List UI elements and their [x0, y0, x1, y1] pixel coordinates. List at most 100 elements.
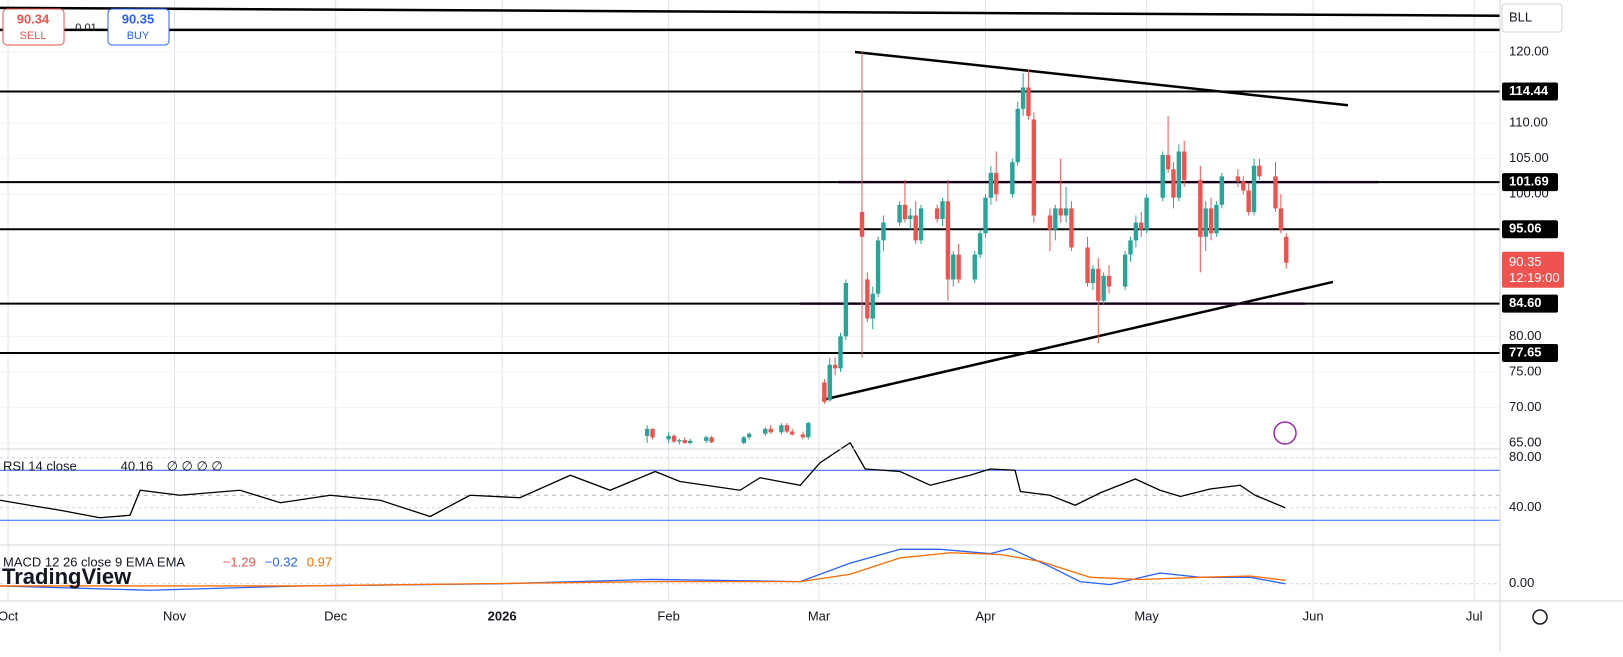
last-price-tag [1502, 251, 1564, 288]
candle-body [983, 197, 988, 234]
candle-body [1176, 151, 1182, 198]
candle-body [709, 437, 714, 443]
candle-body [988, 172, 994, 198]
candle-body [677, 440, 682, 442]
sell-box[interactable] [2, 8, 65, 46]
x-tick-label: Oct [0, 608, 19, 623]
indicator-value: −1.29 [223, 554, 256, 569]
candle-body [827, 364, 832, 401]
buy-label[interactable]: BUY [127, 30, 150, 42]
level-tag [1502, 344, 1558, 363]
candle-body [1010, 162, 1015, 195]
candle-body [913, 215, 918, 241]
symbol-box[interactable] [1501, 3, 1563, 33]
buy-price[interactable]: 90.35 [122, 11, 155, 26]
buy-box[interactable] [107, 8, 170, 46]
y-tick-label: 80.00 [1509, 449, 1542, 464]
trendline [854, 50, 1349, 107]
logo: TradingView [2, 564, 132, 589]
indicator-value: −0.32 [265, 554, 298, 569]
candle-body [1171, 169, 1176, 198]
trendline [0, 6, 1501, 17]
candle-body [956, 254, 961, 280]
plot-layer: Oct Nov Dec 2026 Feb Mar Apr May Jun Jul 120.00 110… [0, 0, 1564, 623]
candle-body [875, 240, 881, 294]
candle-body [768, 428, 773, 433]
y-tick-label: 70.00 [1509, 399, 1542, 414]
sell-label[interactable]: SELL [20, 30, 47, 42]
x-tick-label: Jul [1466, 608, 1483, 623]
candle-body [1165, 155, 1171, 170]
candle-body [704, 437, 709, 441]
candle-body [666, 435, 671, 440]
candle-body [1273, 176, 1278, 209]
candle-body [1069, 208, 1074, 248]
candle-body [1235, 176, 1241, 182]
indicator-line [0, 552, 1286, 587]
candle-body [1063, 208, 1069, 216]
candle-body [1096, 268, 1101, 301]
level-tag [1502, 294, 1558, 313]
candle-body [902, 204, 908, 220]
indicator-title: MACD 12 26 close 9 EMA EMA [3, 554, 185, 569]
level-label: 95.06 [1509, 221, 1542, 236]
candle-body [1198, 179, 1203, 237]
candle-body [1106, 275, 1112, 287]
candle-body [881, 222, 886, 241]
settings-icon[interactable] [1532, 609, 1548, 625]
alert-icon[interactable] [1273, 421, 1297, 445]
candle-body [1144, 197, 1149, 230]
candle-body [1133, 222, 1139, 241]
candle-body [763, 428, 768, 434]
candle-body [800, 434, 806, 438]
level-tag [1502, 220, 1558, 239]
candle-body [838, 336, 843, 369]
symbol[interactable]: BLL [1509, 9, 1532, 24]
candle-body [1208, 208, 1214, 234]
indicator-value: 0.97 [307, 554, 332, 569]
candle-body [1058, 208, 1063, 216]
x-tick-label: 2026 [488, 608, 517, 623]
candle-body [972, 254, 977, 280]
trendline [821, 280, 1334, 402]
sell-button[interactable]: 90.34 SELL [2, 8, 65, 46]
candle-body [832, 364, 838, 369]
x-tick-label: Apr [975, 608, 996, 623]
candle-body [951, 254, 956, 280]
level-label: 84.60 [1509, 295, 1542, 310]
candle-body [908, 215, 913, 220]
candle-body [1219, 176, 1225, 205]
candle-body [1241, 181, 1246, 191]
candle-body [1257, 165, 1262, 177]
candle-body [671, 435, 677, 442]
candle-body [1160, 155, 1165, 198]
candle-body [779, 425, 784, 433]
candle-body [784, 425, 789, 432]
candle-body [1031, 119, 1037, 216]
candle-body [977, 233, 983, 255]
x-tick-label: May [1134, 608, 1159, 623]
candle-body [789, 431, 795, 435]
y-tick-label: 120.00 [1509, 43, 1549, 58]
candle-body [1278, 208, 1284, 230]
candle-body [682, 440, 687, 443]
x-tick-label: Mar [808, 608, 831, 623]
candle-body [806, 423, 811, 438]
candle-body [1122, 254, 1128, 287]
candle-body [1101, 275, 1106, 301]
candle-body [918, 208, 924, 241]
candle-body [741, 437, 747, 443]
y-tick-label: 65.00 [1509, 434, 1542, 449]
candle-body [870, 293, 875, 319]
buy-button[interactable]: 90.35 BUY [107, 8, 170, 46]
candle-body [746, 433, 752, 438]
candle-body [945, 201, 951, 280]
candle-body [822, 382, 827, 402]
candle-body [1085, 247, 1090, 284]
sell-price[interactable]: 90.34 [17, 11, 50, 26]
candle-body [994, 172, 999, 195]
candle-body [1203, 208, 1208, 237]
candle-body [1284, 236, 1289, 263]
